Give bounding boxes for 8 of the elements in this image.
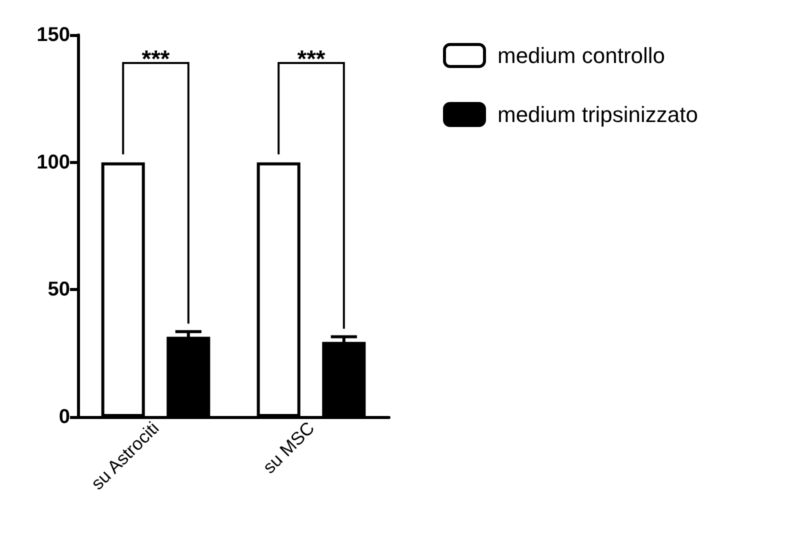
legend-label: medium controllo	[498, 43, 666, 68]
annotation: ***	[297, 46, 326, 73]
annotation: ***	[142, 46, 170, 73]
y-tick-label: 0	[58, 406, 70, 428]
y-tick-label: 100	[36, 151, 70, 174]
y-tick-label: 50	[48, 278, 70, 301]
y-tick-label: 150	[36, 24, 70, 46]
legend-label: medium tripsinizzato	[498, 102, 698, 127]
